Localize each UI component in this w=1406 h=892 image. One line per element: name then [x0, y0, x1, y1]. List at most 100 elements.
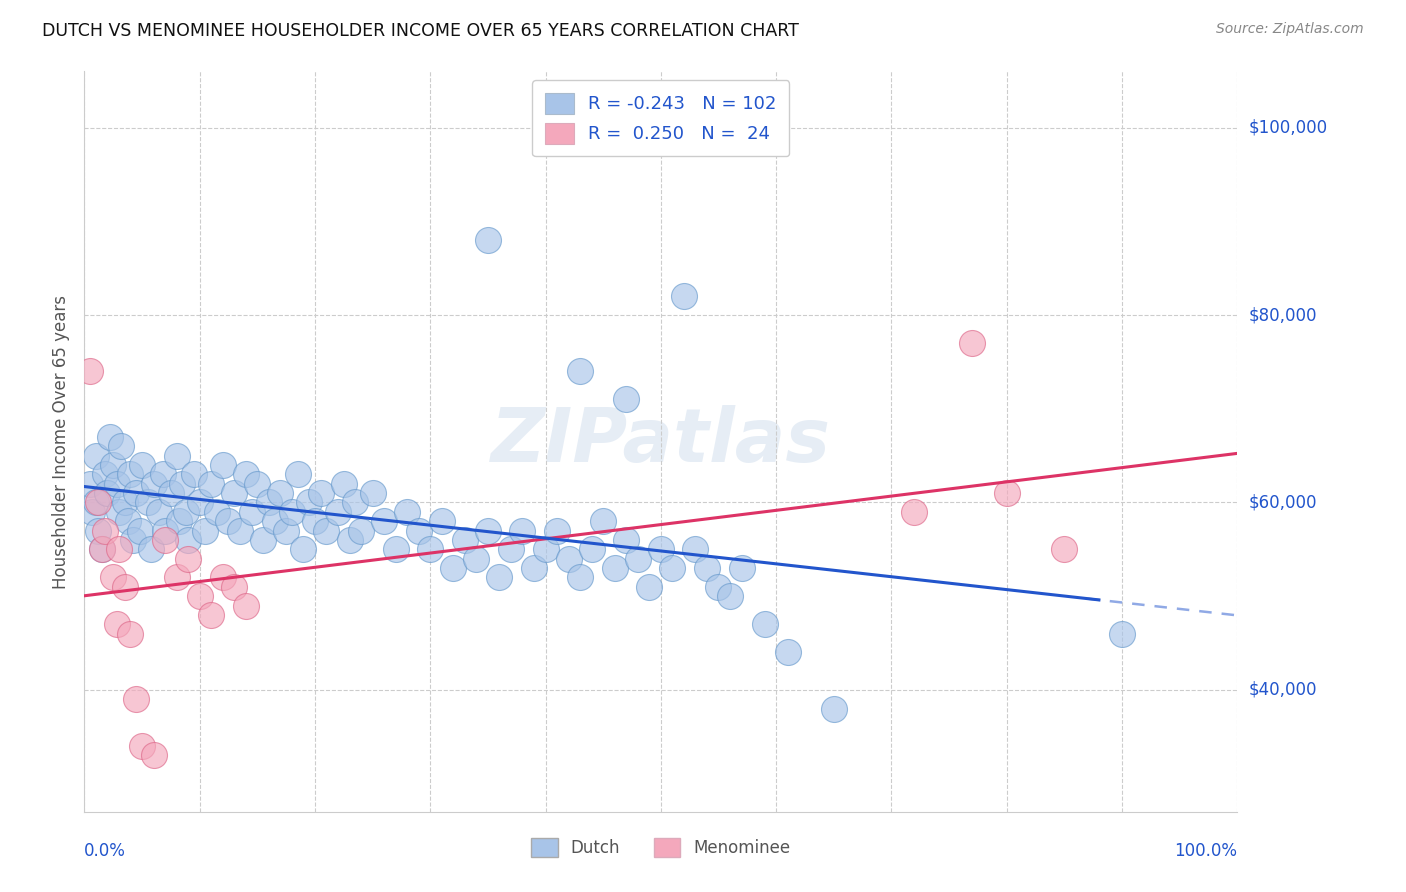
Point — [298, 495, 321, 509]
Point — [235, 599, 257, 613]
Point — [614, 392, 637, 407]
Point — [211, 570, 233, 584]
Point — [177, 551, 200, 566]
Point — [499, 542, 522, 557]
Point — [257, 495, 280, 509]
Point — [627, 551, 650, 566]
Point — [90, 542, 112, 557]
Point — [488, 570, 510, 584]
Point — [120, 626, 142, 640]
Point — [96, 486, 118, 500]
Point — [125, 692, 148, 706]
Point — [339, 533, 361, 547]
Point — [172, 476, 194, 491]
Point — [103, 570, 124, 584]
Point — [114, 580, 136, 594]
Point — [592, 514, 614, 528]
Point — [167, 514, 190, 528]
Point — [183, 467, 205, 482]
Point — [142, 748, 165, 763]
Point — [136, 495, 159, 509]
Point — [84, 495, 107, 509]
Point — [200, 607, 222, 622]
Point — [309, 486, 332, 500]
Point — [581, 542, 603, 557]
Point — [246, 476, 269, 491]
Point — [84, 449, 107, 463]
Point — [903, 505, 925, 519]
Point — [188, 589, 211, 603]
Text: 100.0%: 100.0% — [1174, 842, 1237, 860]
Point — [121, 533, 143, 547]
Point — [153, 524, 176, 538]
Point — [326, 505, 349, 519]
Point — [685, 542, 707, 557]
Point — [108, 505, 131, 519]
Point — [361, 486, 384, 500]
Point — [87, 495, 110, 509]
Text: Source: ZipAtlas.com: Source: ZipAtlas.com — [1216, 22, 1364, 37]
Point — [569, 570, 592, 584]
Point — [269, 486, 291, 500]
Point — [718, 589, 741, 603]
Point — [131, 739, 153, 753]
Point — [995, 486, 1018, 500]
Point — [614, 533, 637, 547]
Point — [90, 542, 112, 557]
Point — [79, 476, 101, 491]
Point — [94, 467, 117, 482]
Point — [477, 233, 499, 247]
Point — [441, 561, 464, 575]
Point — [430, 514, 453, 528]
Point — [194, 524, 217, 538]
Point — [384, 542, 406, 557]
Point — [125, 486, 148, 500]
Point — [419, 542, 441, 557]
Point — [148, 505, 170, 519]
Point — [396, 505, 419, 519]
Point — [105, 617, 128, 632]
Point — [160, 486, 183, 500]
Point — [235, 467, 257, 482]
Point — [98, 430, 121, 444]
Point — [292, 542, 315, 557]
Point — [287, 467, 309, 482]
Point — [534, 542, 557, 557]
Point — [465, 551, 488, 566]
Point — [128, 524, 150, 538]
Point — [166, 570, 188, 584]
Point — [650, 542, 672, 557]
Point — [114, 495, 136, 509]
Point — [1111, 626, 1133, 640]
Point — [174, 505, 197, 519]
Point — [152, 467, 174, 482]
Point — [696, 561, 718, 575]
Point — [120, 467, 142, 482]
Point — [276, 524, 298, 538]
Y-axis label: Householder Income Over 65 years: Householder Income Over 65 years — [52, 294, 70, 589]
Point — [730, 561, 752, 575]
Point — [103, 458, 124, 472]
Point — [546, 524, 568, 538]
Point — [408, 524, 430, 538]
Point — [131, 458, 153, 472]
Point — [79, 364, 101, 378]
Point — [477, 524, 499, 538]
Text: DUTCH VS MENOMINEE HOUSEHOLDER INCOME OVER 65 YEARS CORRELATION CHART: DUTCH VS MENOMINEE HOUSEHOLDER INCOME OV… — [42, 22, 799, 40]
Point — [211, 458, 233, 472]
Point — [1053, 542, 1076, 557]
Point — [960, 336, 983, 351]
Point — [105, 476, 128, 491]
Point — [754, 617, 776, 632]
Point — [252, 533, 274, 547]
Point — [205, 505, 228, 519]
Text: ZIPatlas: ZIPatlas — [491, 405, 831, 478]
Point — [315, 524, 337, 538]
Point — [200, 476, 222, 491]
Point — [661, 561, 683, 575]
Point — [240, 505, 263, 519]
Point — [333, 476, 356, 491]
Point — [672, 289, 695, 303]
Point — [281, 505, 304, 519]
Point — [224, 486, 246, 500]
